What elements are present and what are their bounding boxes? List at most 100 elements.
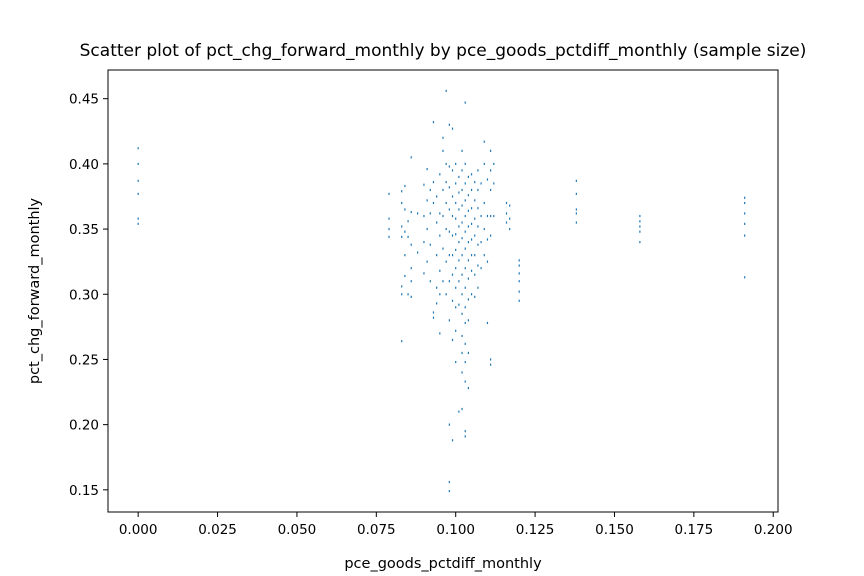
- plot-frame: [107, 69, 779, 513]
- scatter-point: [744, 212, 746, 215]
- scatter-point: [461, 371, 463, 374]
- scatter-point: [490, 188, 492, 192]
- scatter-point: [474, 254, 476, 257]
- scatter-point: [407, 293, 409, 296]
- scatter-point: [432, 121, 435, 124]
- scatter-point: [470, 222, 473, 225]
- scatter-point: [744, 234, 746, 237]
- scatter-point: [518, 280, 520, 283]
- scatter-point: [410, 280, 412, 283]
- scatter-point: [470, 173, 473, 176]
- scatter-point: [474, 273, 476, 276]
- scatter-point: [461, 169, 463, 172]
- scatter-point: [448, 423, 450, 426]
- scatter-point: [464, 435, 466, 438]
- scatter-point: [401, 285, 403, 288]
- scatter-point: [458, 191, 460, 194]
- scatter-point: [137, 192, 139, 195]
- scatter-point: [477, 188, 479, 192]
- scatter-point: [490, 358, 492, 361]
- scatter-point: [137, 179, 139, 182]
- scatter-point: [470, 238, 473, 241]
- scatter-point: [483, 162, 485, 165]
- scatter-point: [455, 360, 457, 364]
- scatter-point: [461, 221, 463, 224]
- scatter-point: [639, 241, 641, 244]
- scatter-point: [474, 181, 476, 184]
- scatter-point: [455, 162, 457, 165]
- scatter-point: [445, 201, 447, 205]
- scatter-point: [467, 319, 470, 322]
- scatter-point: [509, 204, 511, 207]
- scatter-point: [455, 201, 457, 205]
- scatter-point: [486, 178, 489, 181]
- scatter-point: [451, 254, 454, 257]
- scatter-point: [461, 204, 463, 207]
- scatter-point: [518, 264, 520, 267]
- scatter-point: [464, 214, 466, 218]
- x-tick-label: 0.025: [198, 522, 237, 538]
- scatter-point: [505, 221, 508, 224]
- scatter-point: [464, 321, 466, 325]
- scatter-point: [442, 280, 444, 283]
- scatter-point: [477, 243, 479, 246]
- scatter-point: [448, 165, 450, 168]
- scatter-point: [451, 169, 454, 172]
- scatter-point: [464, 162, 466, 165]
- scatter-point: [404, 208, 406, 211]
- scatter-point: [432, 201, 435, 205]
- scatter-point: [639, 214, 641, 218]
- scatter-point: [416, 212, 419, 215]
- scatter-point: [744, 222, 746, 225]
- scatter-point: [490, 169, 492, 172]
- scatter-point: [455, 306, 457, 309]
- scatter-point: [464, 101, 466, 104]
- scatter-point: [401, 190, 403, 193]
- scatter-point: [426, 260, 428, 263]
- y-tick-label: 0.40: [69, 157, 99, 173]
- scatter-point: [388, 192, 390, 195]
- scatter-point: [470, 293, 473, 296]
- scatter-point: [464, 230, 466, 233]
- scatter-point: [461, 254, 463, 257]
- scatter-point: [470, 188, 473, 192]
- scatter-point: [464, 247, 466, 250]
- scatter-point: [455, 286, 457, 289]
- scatter-point: [464, 342, 466, 345]
- x-tick-label: 0.075: [357, 522, 396, 538]
- scatter-point: [483, 201, 485, 205]
- y-tick-label: 0.20: [69, 418, 99, 434]
- scatter-point: [480, 214, 482, 218]
- x-axis-ticks: 0.000 0.025 0.050 0.075 0.100 0.125 0.150 0.175…: [119, 512, 793, 538]
- scatter-point: [505, 201, 508, 205]
- scatter-point: [442, 136, 444, 139]
- scatter-point: [464, 306, 466, 309]
- scatter-point: [401, 235, 403, 238]
- scatter-point: [467, 225, 470, 228]
- scatter-point: [432, 311, 435, 314]
- x-tick-label: 0.150: [595, 522, 634, 538]
- scatter-point: [470, 207, 473, 210]
- scatter-point: [575, 212, 577, 215]
- scatter-point: [639, 220, 641, 223]
- scatter-point: [451, 127, 454, 130]
- scatter-point: [404, 274, 406, 278]
- scatter-point: [451, 299, 454, 302]
- scatter-point: [483, 140, 485, 143]
- scatter-point: [486, 260, 489, 263]
- y-tick-label: 0.25: [69, 352, 99, 368]
- scatter-point: [445, 162, 447, 165]
- scatter-point: [404, 254, 406, 257]
- scatter-point: [407, 220, 409, 223]
- scatter-point: [448, 490, 450, 493]
- scatter-point: [518, 299, 520, 302]
- scatter-point: [448, 230, 450, 233]
- scatter-point: [451, 338, 454, 341]
- scatter-point: [493, 214, 495, 218]
- scatter-point: [442, 188, 444, 192]
- scatter-point: [505, 212, 508, 215]
- scatter-point: [455, 217, 457, 220]
- scatter-point: [467, 298, 470, 301]
- x-tick-label: 0.000: [119, 522, 158, 538]
